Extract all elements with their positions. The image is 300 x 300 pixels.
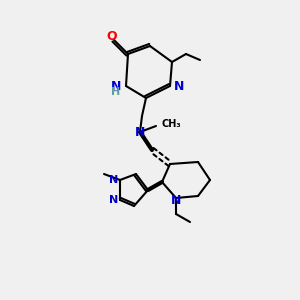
Text: N: N: [174, 80, 184, 92]
Text: N: N: [135, 125, 145, 139]
Text: CH₃: CH₃: [162, 119, 182, 129]
Text: N: N: [109, 195, 118, 205]
Text: N: N: [111, 80, 121, 92]
Text: N: N: [109, 175, 118, 185]
Text: O: O: [107, 29, 117, 43]
Text: N: N: [171, 194, 181, 206]
Text: H: H: [111, 87, 121, 97]
